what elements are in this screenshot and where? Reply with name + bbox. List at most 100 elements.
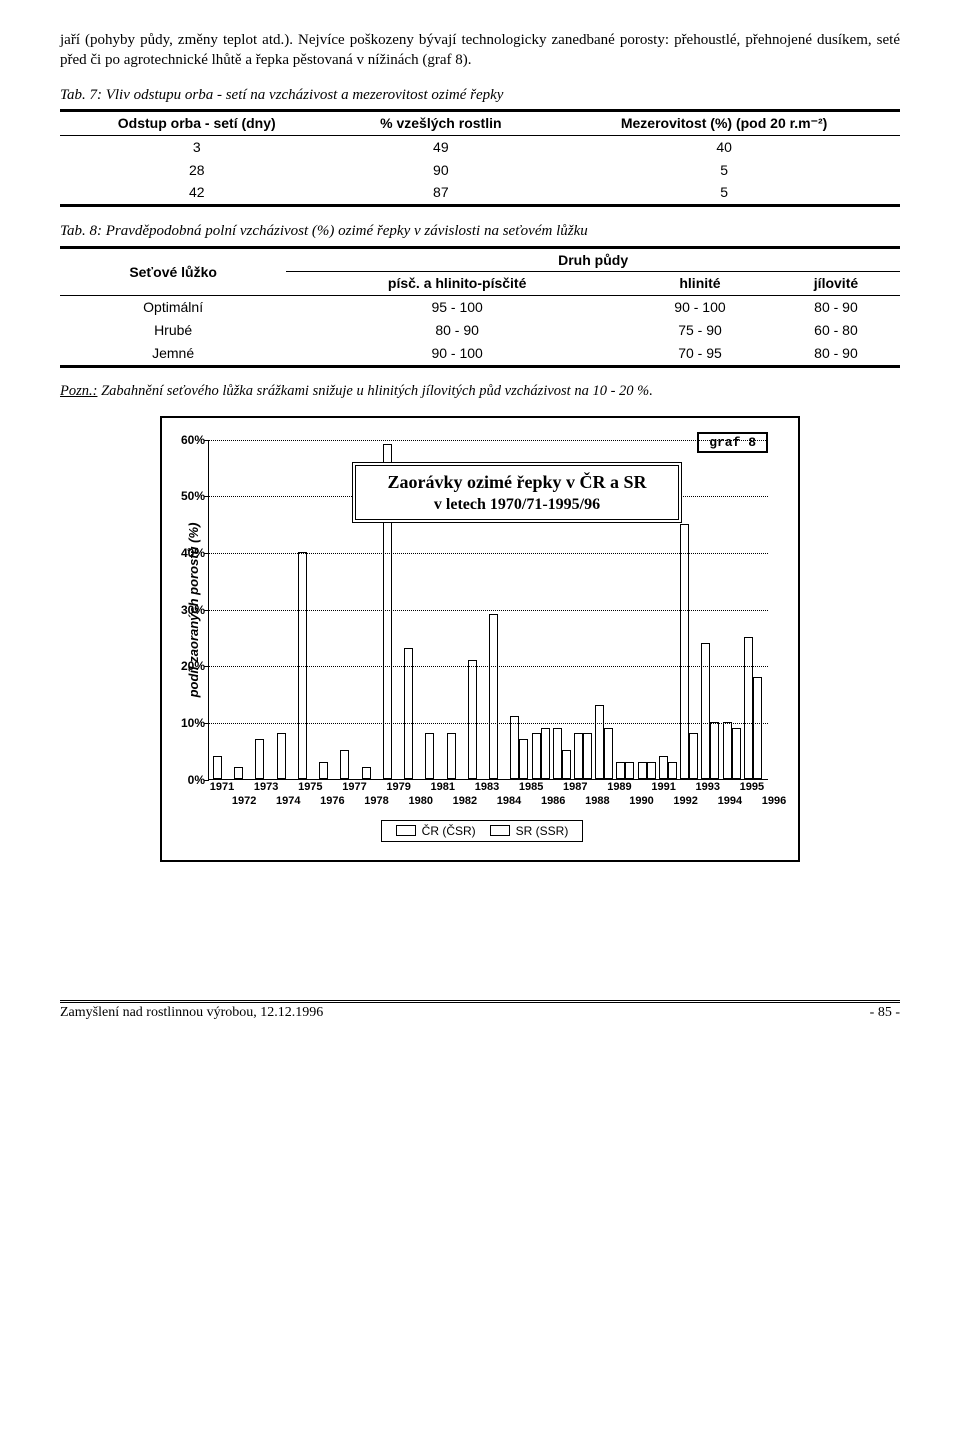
xtick-label: 1978: [364, 794, 388, 809]
t8-cell: 80 - 90: [286, 319, 628, 342]
t7-cell: 90: [333, 159, 548, 182]
xtick-label: 1996: [762, 794, 786, 809]
year-group: [447, 733, 467, 778]
bar-cr: [659, 756, 668, 779]
xtick-label: 1987: [563, 780, 587, 795]
year-group: [340, 750, 360, 778]
bar-sr: [668, 762, 677, 779]
bar-cr: [532, 733, 541, 778]
gridline: [209, 666, 768, 667]
t8-cell: 70 - 95: [628, 342, 772, 366]
year-group: [595, 705, 615, 779]
xtick-label: 1972: [232, 794, 256, 809]
xtick-label: 1971: [210, 780, 234, 795]
table-row: Hrubé 80 - 90 75 - 90 60 - 80: [60, 319, 900, 342]
bar-sr: [710, 722, 719, 779]
year-group: [425, 733, 445, 778]
bar-cr: [553, 728, 562, 779]
xtick-label: 1977: [342, 780, 366, 795]
bar-sr: [604, 728, 613, 779]
t8-cell: 95 - 100: [286, 296, 628, 319]
xtick-label: 1988: [585, 794, 609, 809]
year-group: [532, 728, 552, 779]
bar-sr: [647, 762, 656, 779]
xtick-label: 1981: [431, 780, 455, 795]
bar-cr: [404, 648, 413, 778]
xtick-label: 1985: [519, 780, 543, 795]
year-group: [744, 637, 764, 779]
xtick-label: 1973: [254, 780, 278, 795]
year-group: [680, 524, 700, 779]
table7-caption: Tab. 7: Vliv odstupu orba - setí na vzch…: [60, 85, 900, 105]
bar-sr: [562, 750, 571, 778]
table8-caption: Tab. 8: Pravděpodobná polní vzcházivost …: [60, 221, 900, 241]
t7-cell: 49: [333, 135, 548, 158]
year-group: [659, 756, 679, 779]
year-group: [489, 614, 509, 778]
t8-cell: Hrubé: [60, 319, 286, 342]
bar-cr: [595, 705, 604, 779]
legend: ČR (ČSR) SR (SSR): [186, 820, 778, 843]
ytick-label: 40%: [163, 545, 205, 561]
t7-cell: 5: [548, 159, 900, 182]
t7-cell: 3: [60, 135, 333, 158]
t7-cell: 42: [60, 181, 333, 205]
table-row: 42 87 5: [60, 181, 900, 205]
year-group: [255, 739, 275, 779]
xtick-label: 1974: [276, 794, 300, 809]
t8-cell: Optimální: [60, 296, 286, 319]
table-row: 3 49 40: [60, 135, 900, 158]
t7-h1: % vzešlých rostlin: [333, 110, 548, 135]
bar-cr: [489, 614, 498, 778]
legend-item-sr: SR (SSR): [490, 823, 569, 839]
t8-cell: 90 - 100: [628, 296, 772, 319]
t7-cell: 40: [548, 135, 900, 158]
t7-cell: 87: [333, 181, 548, 205]
year-group: [234, 767, 254, 778]
chart-title-big: Zaorávky ozimé řepky v ČR a SR: [370, 470, 664, 494]
xtick-label: 1976: [320, 794, 344, 809]
bar-cr: [277, 733, 286, 778]
bar-sr: [753, 677, 762, 779]
t7-cell: 28: [60, 159, 333, 182]
bar-cr: [362, 767, 371, 778]
bar-cr: [680, 524, 689, 779]
xtick-label: 1980: [408, 794, 432, 809]
year-group: [553, 728, 573, 779]
bar-cr: [447, 733, 456, 778]
bar-cr: [510, 716, 519, 778]
table-row: Optimální 95 - 100 90 - 100 80 - 90: [60, 296, 900, 319]
year-group: [616, 762, 636, 779]
gridline: [209, 553, 768, 554]
legend-item-cr: ČR (ČSR): [396, 823, 476, 839]
t8-h-group: Druh půdy: [286, 247, 900, 272]
bar-sr: [732, 728, 741, 779]
xtick-label: 1994: [718, 794, 742, 809]
t8-cell: 75 - 90: [628, 319, 772, 342]
t8-cell: 60 - 80: [772, 319, 900, 342]
note-label: Pozn.:: [60, 383, 97, 399]
ytick-label: 60%: [163, 431, 205, 447]
note-text: Zabahnění seťového lůžka srážkami snižuj…: [97, 383, 652, 399]
year-group: [319, 762, 339, 779]
bar-cr: [574, 733, 583, 778]
xtick-label: 1983: [475, 780, 499, 795]
bar-sr: [583, 733, 592, 778]
ytick-label: 20%: [163, 658, 205, 674]
legend-swatch: [396, 825, 416, 836]
year-group: [723, 722, 743, 779]
chart-container: graf 8 Zaorávky ozimé řepky v ČR a SR v …: [160, 416, 800, 863]
bar-cr: [234, 767, 243, 778]
bar-cr: [744, 637, 753, 779]
xtick-label: 1989: [607, 780, 631, 795]
table-row: Jemné 90 - 100 70 - 95 80 - 90: [60, 342, 900, 366]
legend-label: SR (SSR): [516, 823, 569, 839]
year-group: [638, 762, 658, 779]
t8-cell: 90 - 100: [286, 342, 628, 366]
bar-cr: [723, 722, 732, 779]
x-axis: 1971197219731974197519761977197819791980…: [208, 780, 768, 814]
year-group: [574, 733, 594, 778]
note: Pozn.: Zabahnění seťového lůžka srážkami…: [60, 382, 900, 402]
bar-cr: [468, 660, 477, 779]
ytick-label: 0%: [163, 771, 205, 787]
